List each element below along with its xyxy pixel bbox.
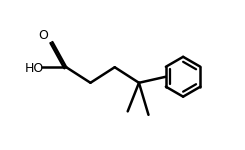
Text: HO: HO bbox=[25, 61, 44, 75]
Text: O: O bbox=[38, 29, 48, 42]
